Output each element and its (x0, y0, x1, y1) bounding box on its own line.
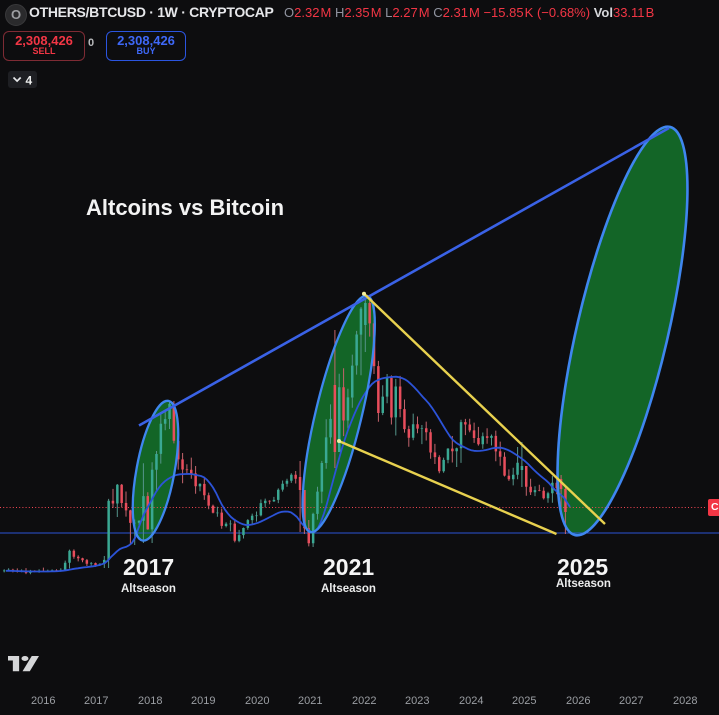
svg-text:4: 4 (26, 74, 33, 88)
